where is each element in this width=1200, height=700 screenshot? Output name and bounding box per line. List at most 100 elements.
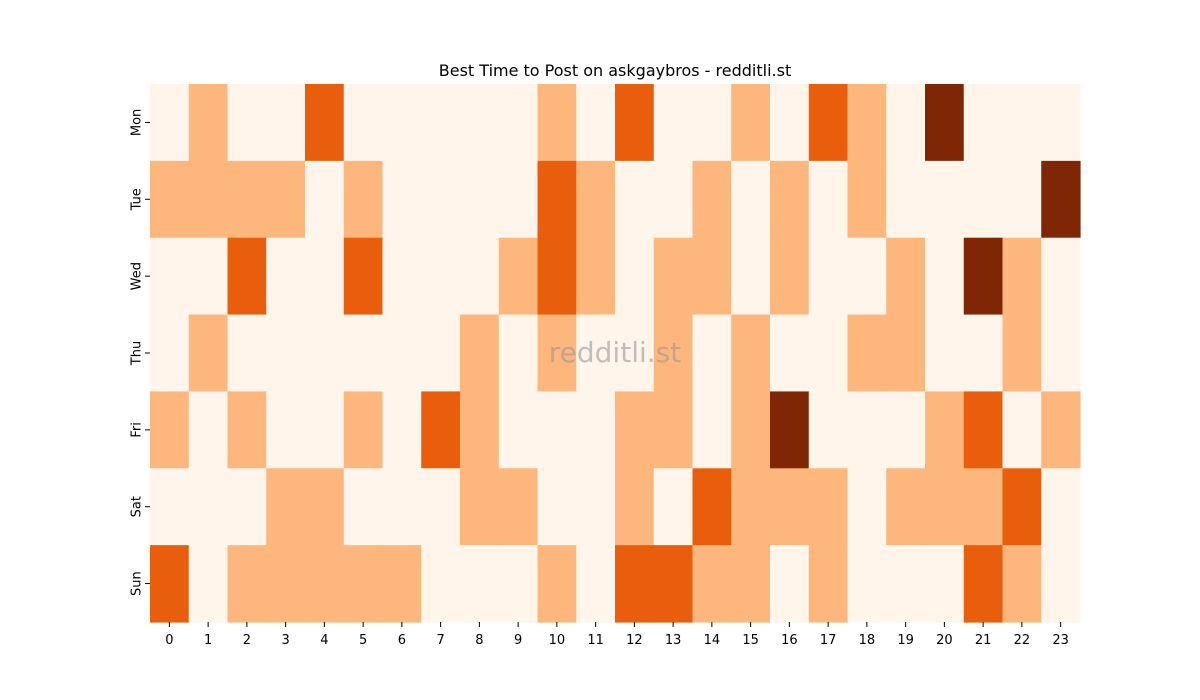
heatmap-cell-sun-9 — [498, 545, 539, 623]
x-tick-label: 17 — [820, 633, 837, 648]
heatmap-cell-thu-18 — [847, 314, 887, 393]
heatmap-cell-sun-22 — [1002, 545, 1042, 623]
heatmap-cell-thu-16 — [770, 314, 810, 393]
heatmap-cell-sat-12 — [615, 468, 655, 546]
heatmap-cell-mon-12 — [615, 84, 655, 162]
heatmap-cell-sat-2 — [227, 468, 267, 546]
heatmap-cell-sat-5 — [343, 468, 384, 546]
heatmap-cell-sat-16 — [770, 468, 810, 546]
x-tick-label: 1 — [204, 633, 212, 648]
heatmap-cell-tue-14 — [692, 160, 732, 239]
heatmap-cells — [150, 84, 1081, 623]
heatmap-cell-thu-15 — [731, 314, 771, 393]
heatmap-cell-mon-16 — [770, 84, 810, 162]
x-tick-label: 14 — [704, 633, 721, 648]
heatmap-cell-sun-15 — [731, 545, 771, 623]
heatmap-cell-wed-0 — [150, 237, 190, 316]
heatmap-cell-tue-0 — [150, 160, 190, 239]
heatmap-cell-mon-8 — [460, 84, 500, 162]
heatmap-cell-tue-7 — [421, 160, 461, 239]
heatmap-cell-mon-21 — [963, 84, 1004, 162]
heatmap-cell-tue-13 — [653, 160, 694, 239]
heatmap-cell-fri-20 — [925, 391, 965, 469]
heatmap-cell-sun-11 — [576, 545, 616, 623]
x-tick-label: 0 — [165, 633, 173, 648]
x-tick-label: 10 — [549, 633, 566, 648]
heatmap-cell-thu-8 — [460, 314, 500, 393]
heatmap-cell-tue-6 — [382, 160, 422, 239]
heatmap-cell-fri-17 — [808, 391, 849, 469]
heatmap-cell-fri-0 — [150, 391, 190, 469]
y-tick-label: Sun — [130, 571, 145, 596]
heatmap-cell-fri-12 — [615, 391, 655, 469]
heatmap-cell-fri-6 — [382, 391, 422, 469]
heatmap-cell-thu-17 — [808, 314, 849, 393]
y-tick-label: Thu — [130, 341, 145, 366]
heatmap-cell-fri-9 — [498, 391, 539, 469]
heatmap-cell-wed-19 — [886, 237, 926, 316]
heatmap-cell-fri-14 — [692, 391, 732, 469]
heatmap-cell-sat-17 — [808, 468, 849, 546]
heatmap-cell-mon-15 — [731, 84, 771, 162]
heatmap-cell-sun-4 — [305, 545, 345, 623]
y-tick-label: Tue — [130, 188, 145, 211]
heatmap-cell-thu-19 — [886, 314, 926, 393]
heatmap-cell-sat-4 — [305, 468, 345, 546]
heatmap-cell-sun-1 — [188, 545, 229, 623]
x-axis: 0 1 2 3 4 5 6 7 8 9 10 11 12 13 14 15 16 17 18 19 20 21 22 23 — [165, 622, 1069, 648]
heatmap-cell-mon-14 — [692, 84, 732, 162]
heatmap-cell-thu-10 — [537, 314, 577, 393]
heatmap-cell-mon-2 — [227, 84, 267, 162]
heatmap-cell-fri-23 — [1041, 391, 1081, 469]
heatmap-cell-wed-22 — [1002, 237, 1042, 316]
heatmap-cell-wed-8 — [460, 237, 500, 316]
heatmap-cell-tue-16 — [770, 160, 810, 239]
heatmap-cell-wed-15 — [731, 237, 771, 316]
heatmap-cell-wed-4 — [305, 237, 345, 316]
heatmap-cell-sat-10 — [537, 468, 577, 546]
heatmap-cell-thu-11 — [576, 314, 616, 393]
x-tick-label: 22 — [1014, 633, 1031, 648]
heatmap-cell-mon-17 — [808, 84, 849, 162]
heatmap-cell-sat-9 — [498, 468, 539, 546]
x-tick-label: 4 — [320, 633, 328, 648]
heatmap-cell-sat-6 — [382, 468, 422, 546]
heatmap-cell-sat-11 — [576, 468, 616, 546]
heatmap-cell-sun-0 — [150, 545, 190, 623]
heatmap-cell-mon-3 — [266, 84, 306, 162]
heatmap-cell-sat-1 — [188, 468, 229, 546]
chart-title: Best Time to Post on askgaybros - reddit… — [439, 61, 791, 80]
heatmap-cell-fri-21 — [963, 391, 1004, 469]
heatmap-cell-thu-22 — [1002, 314, 1042, 393]
heatmap-cell-wed-21 — [963, 237, 1004, 316]
heatmap-cell-tue-20 — [925, 160, 965, 239]
heatmap-cell-wed-2 — [227, 237, 267, 316]
heatmap-cell-sun-18 — [847, 545, 887, 623]
x-tick-label: 13 — [665, 633, 682, 648]
heatmap-cell-mon-9 — [498, 84, 539, 162]
heatmap-cell-sun-3 — [266, 545, 306, 623]
heatmap-cell-wed-7 — [421, 237, 461, 316]
y-tick-label: Fri — [130, 422, 145, 438]
heatmap-cell-tue-17 — [808, 160, 849, 239]
heatmap-cell-wed-6 — [382, 237, 422, 316]
heatmap-cell-wed-14 — [692, 237, 732, 316]
heatmap-cell-mon-7 — [421, 84, 461, 162]
heatmap-cell-sun-20 — [925, 545, 965, 623]
heatmap-cell-sat-18 — [847, 468, 887, 546]
heatmap-cell-sat-3 — [266, 468, 306, 546]
x-tick-label: 21 — [975, 633, 992, 648]
heatmap-cell-sun-21 — [963, 545, 1004, 623]
heatmap-cell-mon-0 — [150, 84, 190, 162]
heatmap-cell-fri-2 — [227, 391, 267, 469]
heatmap-cell-thu-1 — [188, 314, 229, 393]
x-tick-label: 9 — [514, 633, 522, 648]
heatmap-cell-tue-12 — [615, 160, 655, 239]
heatmap-cell-fri-10 — [537, 391, 577, 469]
x-tick-label: 6 — [398, 633, 406, 648]
x-tick-label: 2 — [243, 633, 251, 648]
heatmap-cell-sun-23 — [1041, 545, 1081, 623]
heatmap-cell-wed-23 — [1041, 237, 1081, 316]
heatmap-cell-mon-10 — [537, 84, 577, 162]
y-tick-label: Wed — [130, 262, 145, 290]
